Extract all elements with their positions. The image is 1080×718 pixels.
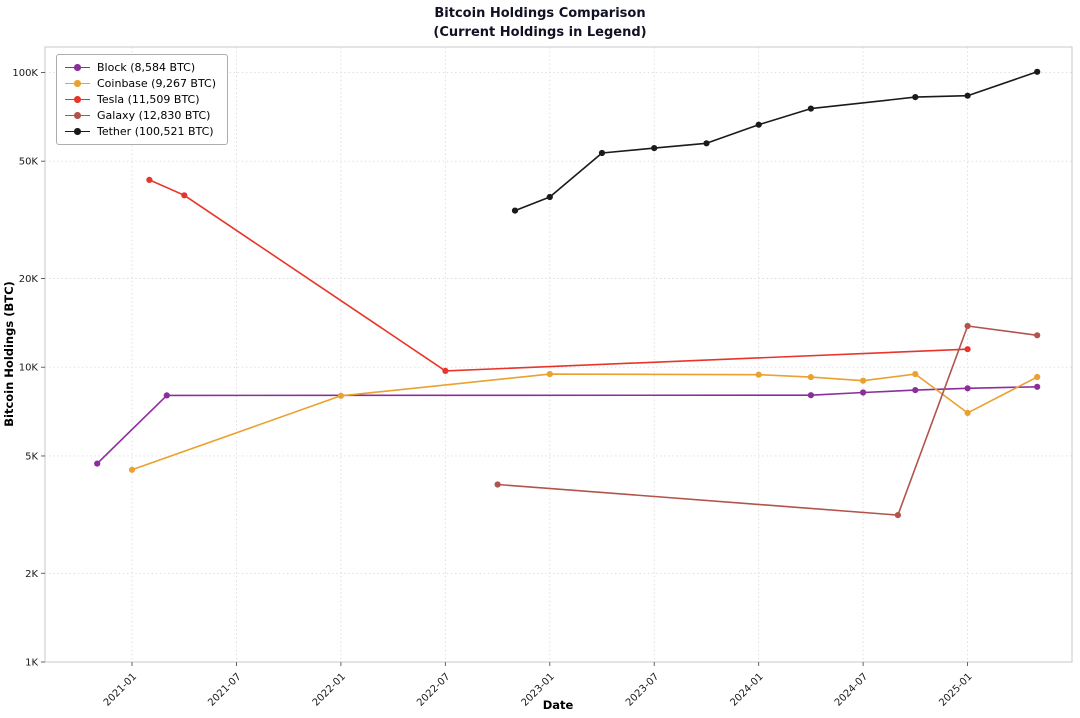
- x-tick-label: 2024-07: [833, 671, 870, 708]
- y-axis-label: Bitcoin Holdings (BTC): [2, 281, 16, 427]
- legend-item-tether: Tether (100,521 BTC): [65, 125, 216, 138]
- legend-dot: [74, 96, 81, 103]
- series-point-tether: [651, 145, 658, 152]
- y-tick-label: 50K: [19, 157, 39, 168]
- series-point-coinbase: [912, 371, 919, 378]
- y-tick-label: 10K: [19, 363, 39, 374]
- series-point-tether: [912, 94, 919, 101]
- series-layer: [94, 68, 1041, 519]
- series-line-coinbase: [131, 373, 1038, 471]
- legend-item-galaxy: Galaxy (12,830 BTC): [65, 109, 216, 122]
- plot-border: [44, 46, 1073, 663]
- series-point-coinbase: [128, 466, 136, 473]
- series-point-block: [94, 460, 101, 467]
- legend-marker-galaxy: [65, 112, 90, 120]
- series-point-tether: [755, 121, 762, 128]
- legend-dot: [74, 64, 81, 71]
- series-point-tether: [807, 105, 815, 112]
- series-point-tesla: [181, 192, 188, 199]
- legend: Block (8,584 BTC) Coinbase (9,267 BTC) Tes…: [56, 54, 229, 145]
- legend-marker-block: [65, 64, 90, 72]
- legend-marker-coinbase: [65, 80, 90, 88]
- series-line-tesla: [149, 179, 968, 372]
- series-point-galaxy: [1034, 332, 1041, 339]
- y-tick-label: 100K: [12, 68, 38, 79]
- y-tick-label: 2K: [25, 569, 38, 580]
- series-point-tesla: [146, 176, 153, 183]
- series-point-tether: [703, 140, 710, 147]
- series-point-tesla: [442, 367, 449, 374]
- legend-item-tesla: Tesla (11,509 BTC): [65, 93, 216, 106]
- series-point-block: [163, 392, 170, 399]
- legend-dot: [74, 128, 81, 135]
- y-tick-label: 5K: [25, 451, 38, 462]
- x-tick-label: 2024-01: [728, 671, 765, 708]
- legend-dot: [74, 80, 81, 87]
- legend-label-tesla: Tesla (11,509 BTC): [97, 93, 200, 106]
- series-point-galaxy: [494, 481, 501, 488]
- series-point-block: [860, 389, 867, 396]
- x-tick-label: 2021-07: [206, 671, 243, 708]
- series-point-tether: [1034, 68, 1041, 75]
- series-point-coinbase: [337, 392, 344, 399]
- x-axis-label: Date: [543, 698, 574, 712]
- x-tick-label: 2022-01: [311, 671, 348, 708]
- series-point-coinbase: [755, 371, 762, 378]
- legend-item-coinbase: Coinbase (9,267 BTC): [65, 77, 216, 90]
- legend-dot: [74, 112, 81, 119]
- series-point-tether: [511, 207, 519, 214]
- series-point-block: [964, 385, 971, 392]
- chart-title-line2: (Current Holdings in Legend): [433, 24, 647, 40]
- series-point-coinbase: [964, 409, 971, 416]
- grid-layer: [45, 47, 1072, 663]
- chart-title-line1: Bitcoin Holdings Comparison: [434, 6, 646, 21]
- x-tick-label: 2022-07: [415, 671, 452, 708]
- chart-title: Bitcoin Holdings Comparison (Current Hol…: [0, 5, 1080, 43]
- series-point-tether: [964, 92, 971, 99]
- y-tick-label: 1K: [25, 658, 38, 669]
- series-point-block: [912, 387, 919, 394]
- series-point-block: [807, 392, 815, 399]
- series-point-galaxy: [894, 511, 902, 519]
- series-line-tether: [514, 71, 1038, 212]
- x-tick-label: 2021-01: [102, 671, 139, 708]
- legend-label-tether: Tether (100,521 BTC): [97, 125, 214, 138]
- series-point-galaxy: [964, 322, 971, 330]
- series-point-coinbase: [860, 377, 867, 384]
- series-point-tether: [598, 149, 606, 157]
- series-point-coinbase: [1034, 373, 1041, 381]
- series-line-galaxy: [497, 325, 1038, 516]
- series-point-block: [1034, 383, 1041, 390]
- axis-layer: 1K 2K 5K 10K 20K 50K 100K 2021-01 2021-07 2022-01…: [12, 68, 974, 709]
- legend-item-block: Block (8,584 BTC): [65, 61, 216, 74]
- x-tick-label: 2023-07: [624, 671, 661, 708]
- legend-label-block: Block (8,584 BTC): [97, 61, 196, 74]
- series-point-coinbase: [807, 374, 815, 381]
- series-point-coinbase: [546, 371, 553, 378]
- legend-label-coinbase: Coinbase (9,267 BTC): [97, 77, 217, 90]
- series-point-tesla: [964, 346, 971, 353]
- legend-marker-tether: [65, 128, 90, 136]
- legend-marker-tesla: [65, 96, 90, 104]
- legend-label-galaxy: Galaxy (12,830 BTC): [97, 109, 211, 122]
- x-tick-label: 2025-01: [937, 671, 974, 708]
- series-point-tether: [546, 193, 553, 201]
- y-tick-label: 20K: [19, 274, 39, 285]
- series-line-block: [96, 386, 1038, 465]
